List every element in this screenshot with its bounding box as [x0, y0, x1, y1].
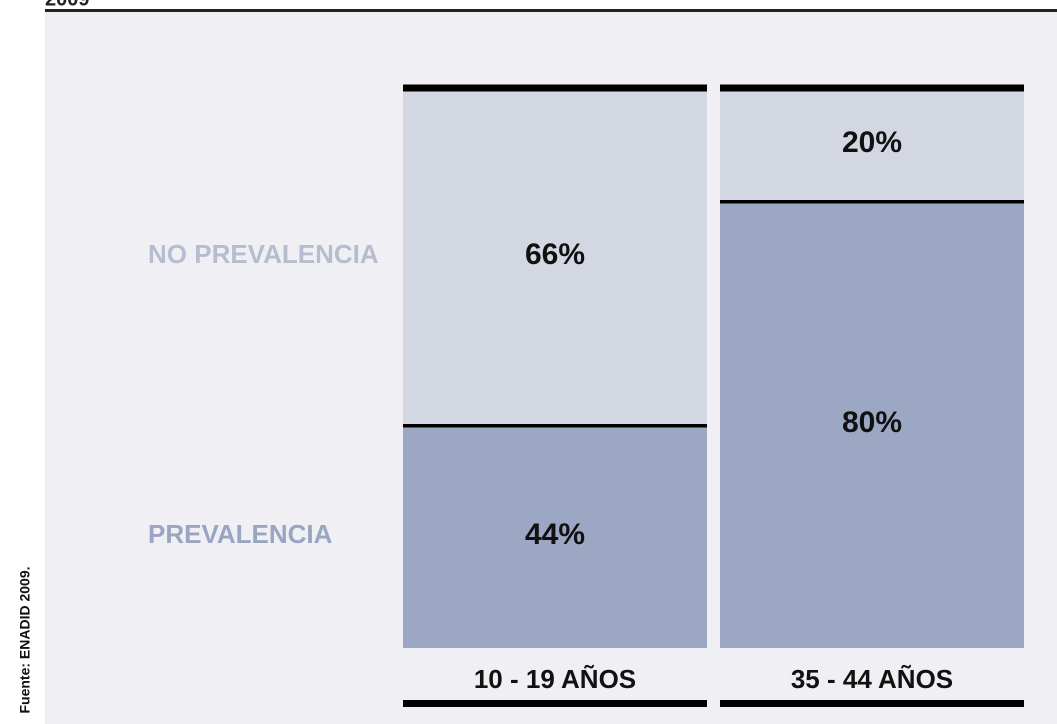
- category-rule: [720, 700, 1024, 707]
- segment-rule: [720, 84, 1024, 92]
- bar-segment: [720, 88, 1024, 200]
- value-label: 20%: [842, 126, 902, 159]
- x-tick-label: 35 - 44 AÑOS: [791, 664, 953, 694]
- legend-label: PREVALENCIA: [148, 519, 333, 549]
- bar-segment: [720, 200, 1024, 648]
- x-tick-label: 10 - 19 AÑOS: [474, 664, 636, 694]
- legend-label: NO PREVALENCIA: [148, 239, 379, 269]
- source-note: Fuente: ENADID 2009.: [17, 566, 33, 713]
- header-rule: [45, 9, 1057, 12]
- value-label: 66%: [525, 238, 585, 271]
- bar-segment: [403, 424, 707, 648]
- header: 2009: [45, 0, 90, 10]
- value-label: 44%: [525, 518, 585, 551]
- segment-rule: [403, 84, 707, 92]
- category-rule: [403, 700, 707, 707]
- value-label: 80%: [842, 406, 902, 439]
- bar-segment: [403, 88, 707, 424]
